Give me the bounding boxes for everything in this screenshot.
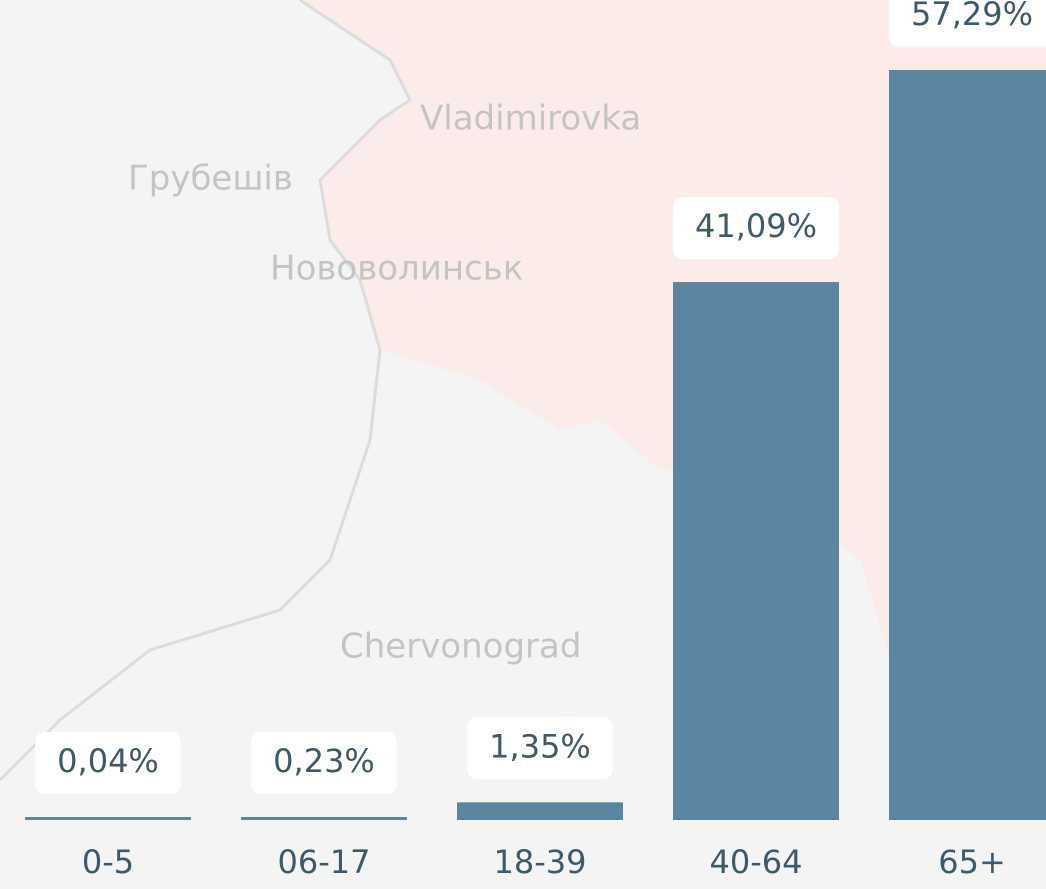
map-label: Грубешів: [128, 159, 293, 199]
data-label: 0,23%: [273, 742, 375, 780]
data-label-box: [251, 731, 397, 794]
data-label-box: [467, 717, 613, 780]
map-label: Vladimirovka: [420, 99, 641, 139]
bar: [673, 282, 839, 821]
x-tick-label: 40-64: [710, 843, 803, 881]
map-border: [0, 0, 412, 782]
bar: [241, 816, 407, 820]
map-label: Нововолинськ: [270, 249, 523, 289]
x-tick-label: 65+: [938, 843, 1006, 881]
bar: [889, 70, 1046, 820]
data-label: 1,35%: [489, 727, 591, 765]
x-tick-label: 18-39: [494, 843, 587, 881]
data-label: 41,09%: [695, 207, 817, 245]
bar: [457, 802, 623, 820]
bar: [25, 817, 191, 820]
data-label: 57,29%: [911, 0, 1033, 33]
x-tick-label: 0-5: [82, 843, 134, 881]
data-label-box: [35, 732, 181, 794]
data-label-box: [888, 0, 1046, 47]
x-tick-label: 06-17: [278, 843, 371, 881]
data-label: 0,04%: [57, 742, 159, 780]
map-label: Chervonograd: [340, 627, 581, 667]
data-label-box: [672, 197, 840, 260]
